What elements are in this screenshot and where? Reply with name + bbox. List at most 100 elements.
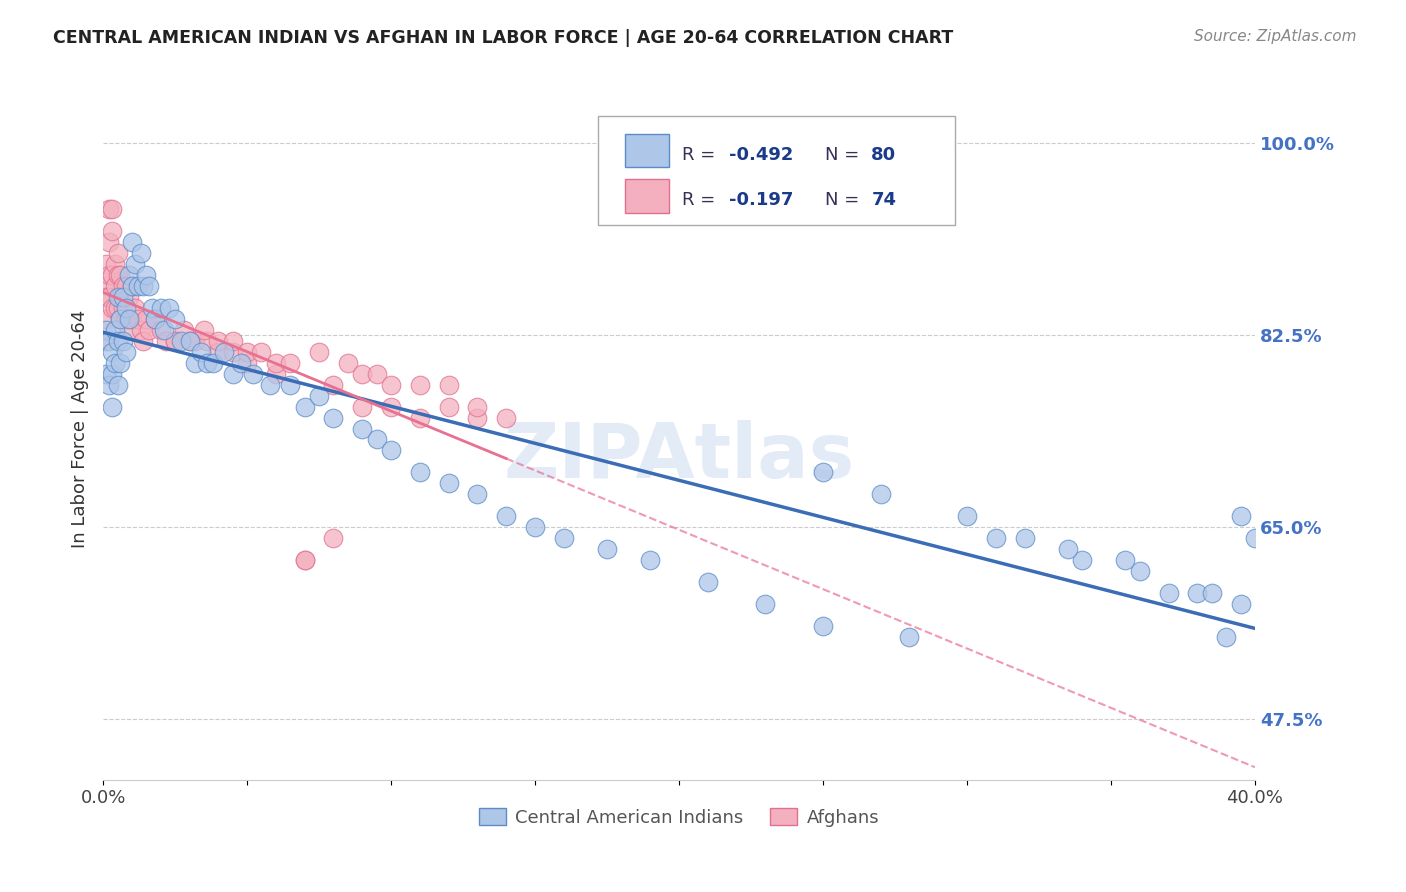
Text: N =: N = [825,191,865,210]
Point [107,246,129,260]
Text: ZIPAtlas: ZIPAtlas [503,419,855,493]
Point [207,334,229,348]
Point [132,279,155,293]
Point [366,367,388,381]
Bar [624,134,669,168]
Point [124,257,146,271]
Point [97,290,120,304]
Point [596,542,619,557]
Point [195,356,218,370]
Point [107,334,129,348]
Point [1071,553,1094,567]
FancyBboxPatch shape [599,116,956,225]
Point [409,410,432,425]
Point [170,334,193,348]
Point [524,520,547,534]
Point [165,334,187,348]
Point [1157,586,1180,600]
Text: Source: ZipAtlas.com: Source: ZipAtlas.com [1194,29,1357,44]
Point [110,290,132,304]
Point [336,356,359,370]
Point [638,553,661,567]
Text: CENTRAL AMERICAN INDIAN VS AFGHAN IN LABOR FORCE | AGE 20-64 CORRELATION CHART: CENTRAL AMERICAN INDIAN VS AFGHAN IN LAB… [53,29,953,46]
Bar [624,179,669,213]
Point [179,334,201,348]
Point [294,553,316,567]
Point [308,344,330,359]
Point [467,400,489,414]
Point [121,311,143,326]
Point [165,311,187,326]
Point [207,344,229,359]
Point [984,531,1007,545]
Point [495,410,517,425]
Point [380,443,402,458]
Point [135,311,157,326]
Y-axis label: In Labor Force | Age 20-64: In Labor Force | Age 20-64 [72,310,89,548]
Point [143,311,166,326]
Point [118,290,141,304]
Point [149,301,172,315]
Point [138,323,160,337]
Point [212,344,235,359]
Text: -0.197: -0.197 [728,191,793,210]
Point [100,344,122,359]
Point [94,279,117,293]
Point [1229,509,1251,524]
Point [121,235,143,249]
Point [107,377,129,392]
Point [1229,597,1251,611]
Point [104,301,127,315]
Point [165,334,187,348]
Point [97,268,120,282]
Point [97,235,120,249]
Point [1129,564,1152,578]
Point [149,323,172,337]
Text: R =: R = [682,145,721,163]
Point [184,334,207,348]
Point [129,246,152,260]
Point [322,410,344,425]
Point [112,334,135,348]
Point [110,356,132,370]
Point [97,202,120,216]
Text: 80: 80 [872,145,897,163]
Point [222,367,245,381]
Point [100,301,122,315]
Point [1014,531,1036,545]
Point [107,268,129,282]
Point [179,334,201,348]
Point [100,224,122,238]
Text: -0.492: -0.492 [728,145,793,163]
Point [124,301,146,315]
Point [152,323,174,337]
Point [110,268,132,282]
Point [869,487,891,501]
Point [322,531,344,545]
Text: R =: R = [682,191,721,210]
Point [308,389,330,403]
Point [754,597,776,611]
Point [201,356,224,370]
Point [294,553,316,567]
Point [190,344,212,359]
Point [115,311,138,326]
Point [553,531,575,545]
Point [94,367,117,381]
Point [1114,553,1136,567]
Point [236,344,259,359]
Point [184,356,207,370]
Point [118,268,141,282]
Point [97,334,120,348]
Point [100,367,122,381]
Point [112,301,135,315]
Point [467,410,489,425]
Point [94,257,117,271]
Point [1215,630,1237,644]
Point [1201,586,1223,600]
Point [437,377,460,392]
Point [110,311,132,326]
Point [110,311,132,326]
Point [135,268,157,282]
Point [121,279,143,293]
